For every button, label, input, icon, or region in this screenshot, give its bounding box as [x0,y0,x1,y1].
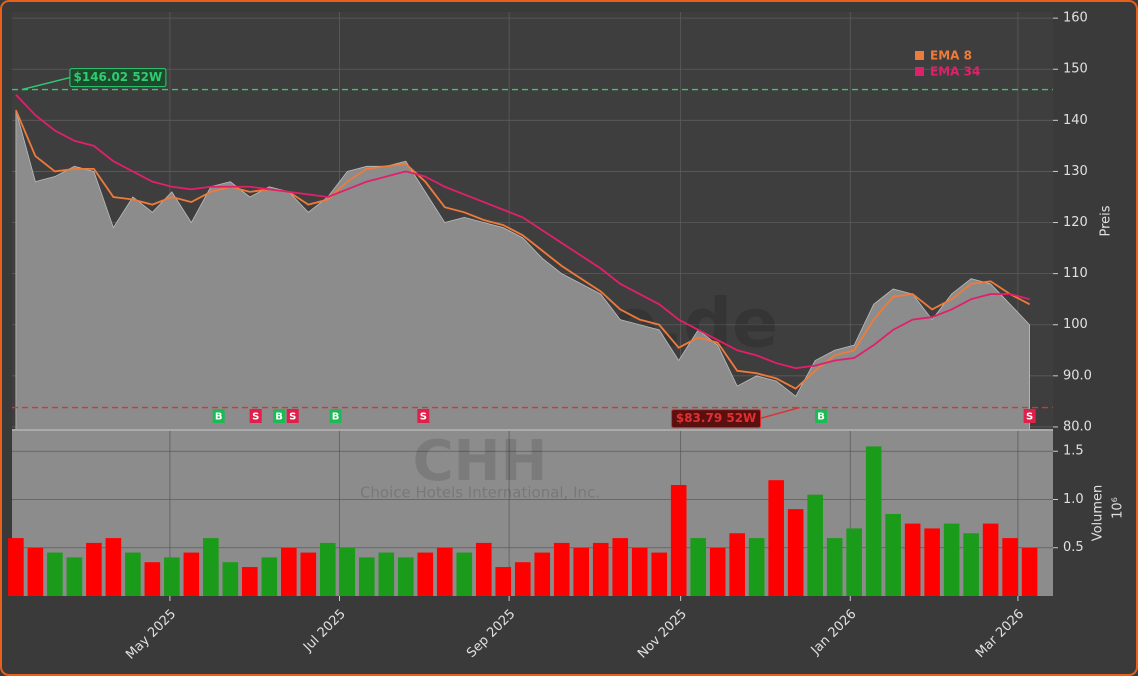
legend-label: EMA 8 [930,49,972,63]
signal-label: B [275,412,283,423]
legend-swatch [915,67,924,76]
volume-bar [378,552,395,596]
signal-marker [273,409,286,423]
volume-bar [359,557,375,596]
signal-label: S [420,412,427,423]
signal-marker [815,409,828,423]
ema-line [15,109,1031,390]
watermark: CHH [413,429,548,494]
volume-bar [904,523,921,596]
annotation-box [69,68,167,88]
volume-bar [631,547,648,596]
legend-swatch [915,51,924,60]
y-tick-label: 130 [1063,164,1088,179]
y-tick-label: 100 [1063,317,1088,332]
signal-label: S [252,412,259,423]
volume-bar [553,542,570,596]
y-tick-label: 120 [1063,215,1088,230]
volume-bar [47,552,63,596]
signal-label: B [215,412,223,423]
volume-bar [514,562,531,596]
volume-bar [86,542,102,596]
signal-marker [249,409,262,423]
volume-bar [320,542,336,596]
offset-label: 10⁶ [1111,497,1126,519]
y-axis-label: Volumen [1091,485,1106,542]
volume-bar [66,557,83,596]
ema-line [15,94,1030,370]
volume-bar [300,552,317,596]
volume-bar [670,485,687,596]
y-tick-label: 0.5 [1063,540,1084,555]
signal-marker [212,409,225,423]
annotation-label: $146.02 52W [74,70,163,84]
arrow [759,406,800,420]
y-tick-label: 110 [1063,266,1088,281]
signal-marker [329,409,342,423]
volume-bar [807,494,823,596]
volume-bar [534,552,551,596]
volume-bar [748,538,765,596]
arrow [21,76,71,91]
volume-bar [826,538,843,596]
volume-bar [222,562,239,596]
signal-marker [286,409,299,423]
volume-bar [183,552,200,596]
y-tick-label: 150 [1063,62,1088,77]
y-tick-label: 1.0 [1063,492,1084,507]
volume-bar [8,538,24,596]
volume-bar [924,528,940,596]
volume-bar [768,480,784,596]
volume-bar [436,547,453,596]
signal-label: B [332,412,340,423]
volume-bar [27,547,44,596]
volume-bar [203,538,219,596]
volume-bar [261,557,278,596]
y-tick-label: 160 [1063,11,1088,26]
volume-bar [242,567,258,596]
annotation-label: $83.79 52W [676,411,756,425]
volume-bar [456,552,473,596]
signal-label: S [289,412,296,423]
volume-bar [651,552,668,596]
volume-bar [846,528,862,596]
volume-bar [1021,547,1038,596]
signal-marker [1023,409,1036,423]
volume-bar [787,509,804,596]
y-axis-label: Preis [1099,205,1114,236]
signal-label: B [817,412,825,423]
volume-bar [164,557,180,596]
y-tick-label: 140 [1063,113,1088,128]
volume-bar [729,533,745,596]
volume-bar [612,538,629,596]
y-tick-label: 1.5 [1063,444,1084,459]
subtitle: Choice Hotels International, Inc. [360,484,600,502]
signal-label: S [1026,412,1033,423]
volume-bar [963,533,979,596]
y-tick-label: 90.0 [1063,368,1092,383]
legend-label: EMA 34 [930,65,980,79]
volume-bar [144,562,161,596]
volume-bar [885,513,901,596]
volume-bar [943,523,960,596]
volume-bar [1002,538,1018,596]
volume-bar [865,446,882,596]
annotation-box [671,409,762,429]
signal-marker [417,409,430,423]
volume-bar [709,547,726,596]
volume-bar [417,552,434,596]
y-tick-label: 80.0 [1063,419,1092,434]
volume-bar [495,567,512,596]
volume-bar [573,547,590,596]
volume-bar [105,538,122,596]
volume-bar [982,523,999,596]
volume-bar [125,552,141,596]
volume-bar [690,538,706,596]
volume-bar [592,542,609,596]
volume-bar [475,542,492,596]
volume-bar [281,547,297,596]
volume-bar [397,557,414,596]
volume-bar [339,547,356,596]
